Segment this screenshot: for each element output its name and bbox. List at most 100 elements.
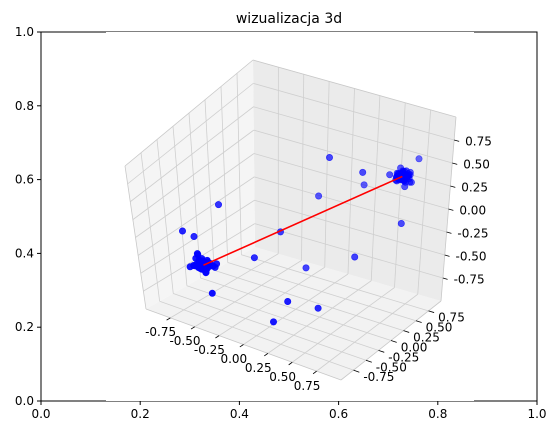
- pane-edge: [124, 59, 254, 167]
- z-tick-mark: [448, 208, 454, 211]
- scatter-point: [208, 289, 216, 297]
- grid-line: [173, 293, 367, 361]
- grid-line: [186, 285, 379, 351]
- z-tick-mark: [450, 185, 456, 188]
- grid-line: [135, 153, 255, 238]
- x-tick-mark: [215, 335, 220, 339]
- grid-line: [254, 199, 445, 256]
- scatter-point: [190, 233, 198, 241]
- scatter-point: [284, 297, 292, 305]
- z-tick-mark: [454, 139, 460, 142]
- scatter-point: [269, 318, 277, 326]
- grid-line: [253, 82, 455, 141]
- x-tick-label: -0.50: [169, 334, 200, 348]
- x-tick-label: -0.75: [145, 325, 176, 339]
- grid-line: [253, 129, 451, 187]
- outer-y-tick-label: 0.6: [15, 173, 34, 187]
- x-tick-label: 0.75: [294, 379, 321, 393]
- y-tick-label: 0.75: [438, 311, 465, 325]
- scatter-point: [402, 171, 410, 179]
- y-tick-label: -0.75: [363, 370, 394, 384]
- x-tick-label: -0.25: [194, 343, 225, 357]
- grid-line: [130, 106, 254, 203]
- x-tick-mark: [288, 361, 293, 366]
- x-tick-mark: [166, 317, 171, 321]
- y-tick-mark: [353, 369, 360, 373]
- scatter-point: [415, 155, 423, 163]
- scatter-point: [314, 304, 322, 312]
- grid-line: [137, 176, 255, 256]
- grid-line: [253, 153, 449, 210]
- outer-x-tick-label: 0.6: [329, 407, 348, 421]
- grid-line: [254, 176, 447, 233]
- y-tick-mark: [428, 310, 435, 313]
- outer-y-tick-label: 1.0: [15, 25, 34, 39]
- y-tick-label: -0.50: [376, 360, 407, 374]
- z-tick-label: 0.00: [459, 203, 486, 217]
- grid-line: [132, 129, 254, 220]
- grid-line: [241, 254, 429, 312]
- grid-line: [253, 106, 453, 164]
- scatter-point: [359, 168, 367, 176]
- z-tick-label: 0.50: [463, 157, 490, 171]
- scatter-point: [302, 264, 310, 272]
- z-tick-mark: [452, 162, 458, 165]
- outer-y-ticks: 0.0 0.2 0.4 0.6 0.8 1.0: [15, 25, 41, 408]
- grid-line: [200, 277, 392, 341]
- axes3d-y-ticks: -0.75-0.50-0.250.000.250.500.75: [353, 310, 465, 384]
- connecting-line: [203, 175, 403, 266]
- outer-y-tick-label: 0.8: [15, 99, 34, 113]
- scatter-point: [198, 265, 206, 273]
- z-tick-mark: [446, 231, 452, 234]
- pane-edge: [252, 59, 457, 118]
- z-tick-mark: [442, 277, 448, 280]
- series-lines: [203, 175, 403, 266]
- scatter-point: [202, 269, 210, 277]
- outer-y-tick-label: 0.0: [15, 394, 34, 408]
- scatter-point: [325, 154, 333, 162]
- z-tick-label: -0.25: [457, 226, 488, 240]
- outer-y-tick-label: 0.4: [15, 246, 34, 260]
- grid-line: [140, 199, 255, 274]
- scatter-point: [194, 251, 202, 259]
- scatter-point: [211, 263, 219, 271]
- y-tick-label: 0.50: [426, 320, 453, 334]
- grid-line: [214, 269, 404, 332]
- z-tick-label: -0.50: [456, 249, 487, 263]
- scatter-point: [360, 181, 368, 189]
- scatter-point: [407, 178, 415, 186]
- y-tick-label: 0.00: [401, 340, 428, 354]
- x-tick-label: 0.00: [220, 352, 247, 366]
- outer-x-tick-label: 0.8: [428, 407, 447, 421]
- y-tick-mark: [403, 330, 410, 333]
- back-wall-pane: [253, 60, 456, 301]
- grid-line: [227, 262, 417, 322]
- z-tick-label: 0.25: [461, 180, 488, 194]
- scatter-point: [215, 201, 223, 209]
- outer-x-tick-label: 0.4: [230, 407, 249, 421]
- x-tick-label: 0.50: [269, 370, 296, 384]
- x-tick-mark: [264, 353, 269, 357]
- chart-title: wizualizacja 3d: [236, 11, 342, 27]
- x-tick-mark: [190, 326, 195, 330]
- y-tick-label: 0.25: [413, 330, 440, 344]
- scatter-point: [386, 171, 394, 179]
- outer-x-tick-label: 0.2: [131, 407, 150, 421]
- scatter-point: [250, 254, 258, 262]
- y-tick-mark: [390, 340, 397, 343]
- z-tick-label: -0.75: [454, 272, 485, 286]
- outer-y-tick-label: 0.2: [15, 320, 34, 334]
- scatter-point: [315, 192, 323, 200]
- y-tick-mark: [365, 359, 372, 363]
- pane-edge: [124, 165, 147, 310]
- outer-x-tick-label: 0.0: [31, 407, 50, 421]
- grid-line: [127, 83, 254, 185]
- outer-x-tick-label: 1.0: [527, 407, 546, 421]
- axes3d-z-ticks: -0.75 -0.50 -0.25 0.00 0.25 0.50 0.75: [442, 134, 492, 286]
- y-tick-mark: [415, 320, 422, 323]
- y-tick-label: -0.25: [388, 350, 419, 364]
- axes3d: -0.75-0.50-0.250.000.250.500.75 -0.75-0.…: [124, 59, 492, 393]
- scatter-point: [351, 253, 359, 261]
- grid-line: [159, 300, 354, 371]
